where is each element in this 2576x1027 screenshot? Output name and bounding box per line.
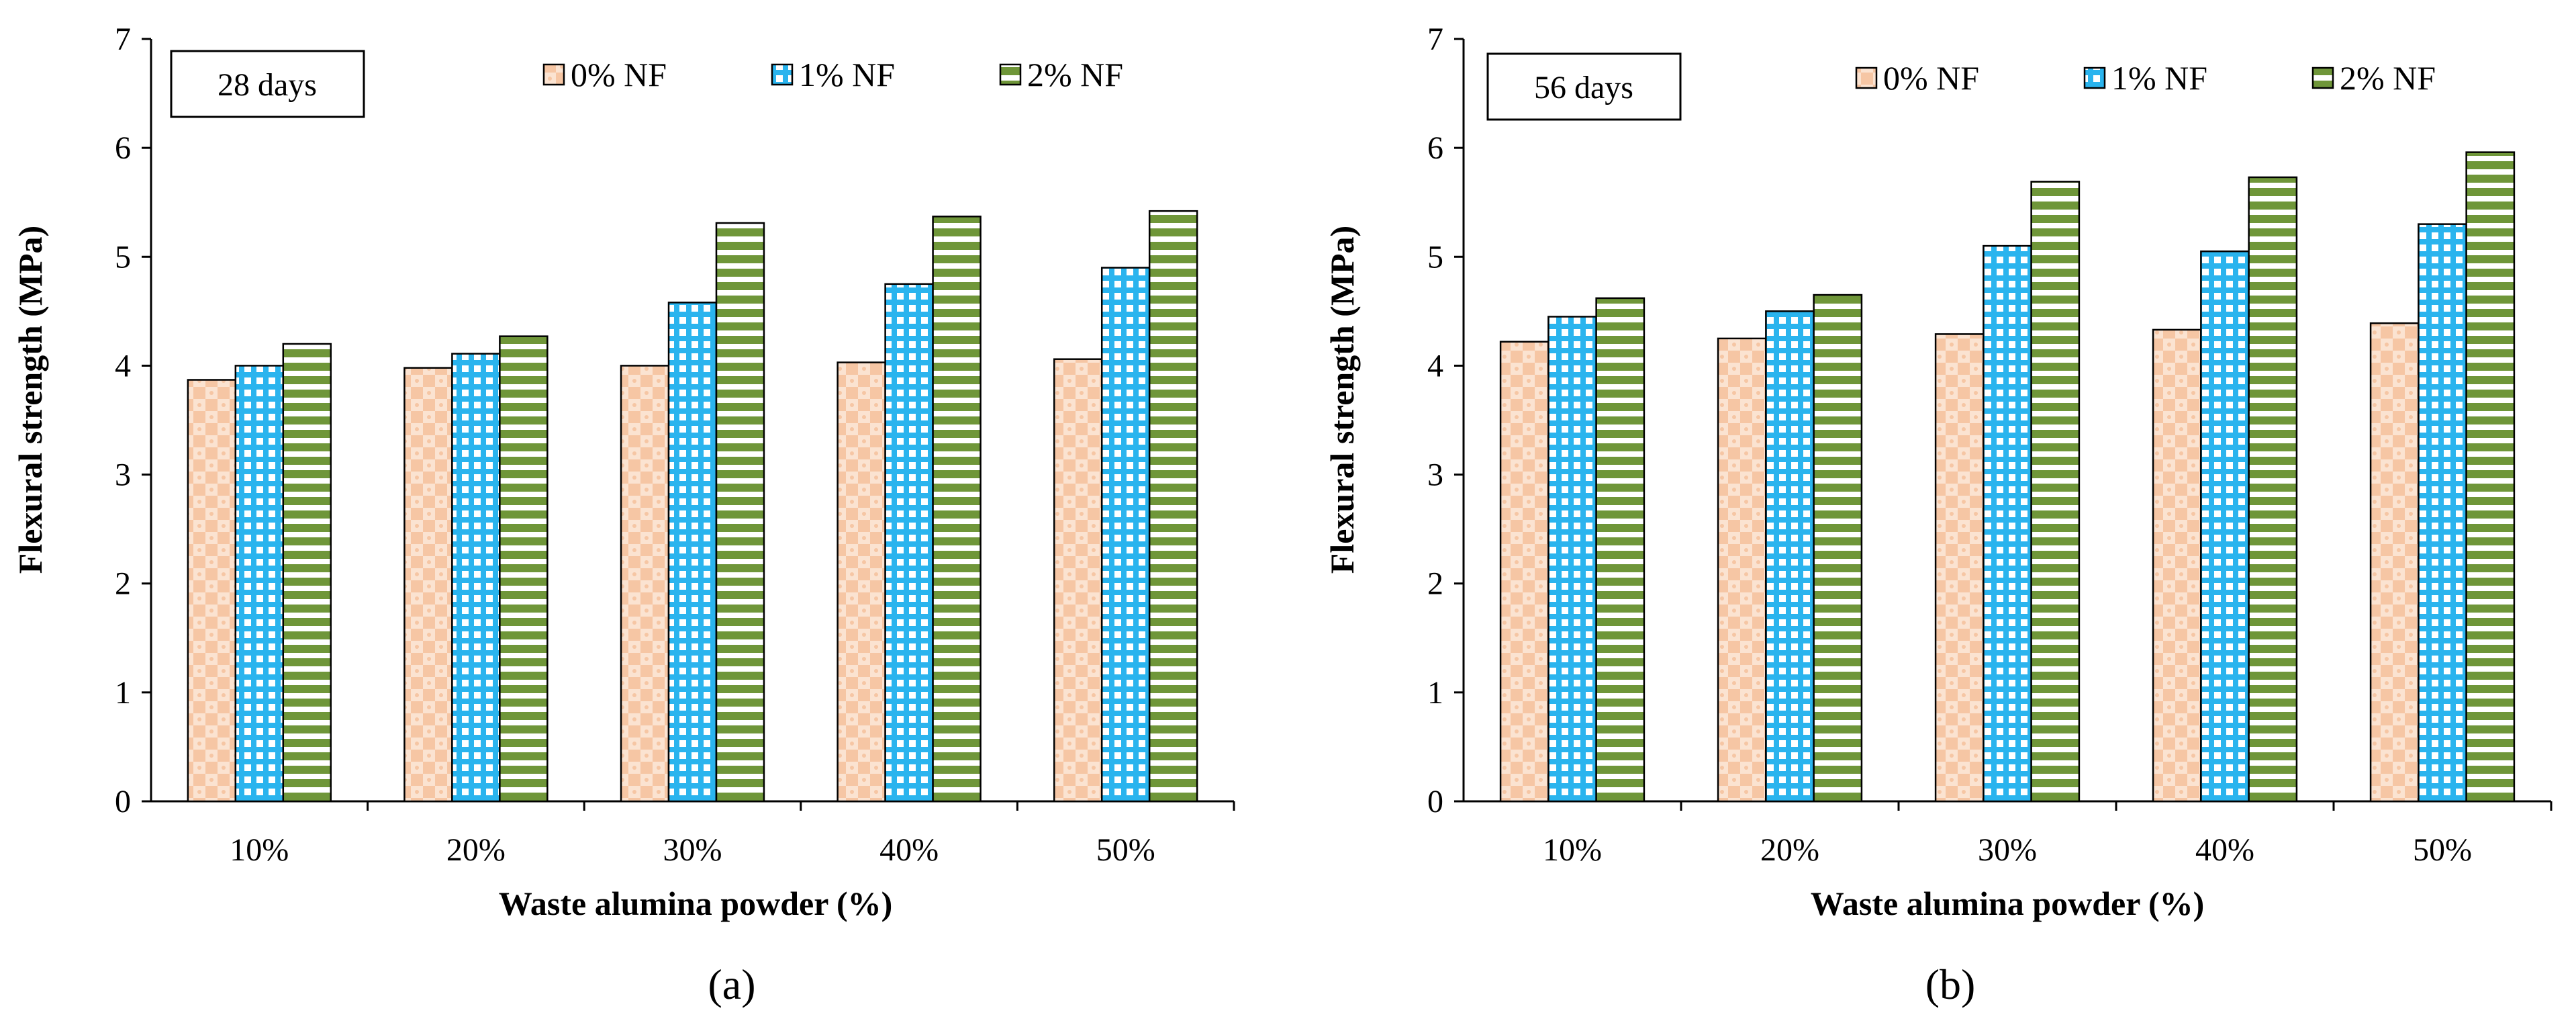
bar-0nf-10pct [187, 379, 237, 803]
bar-1nf-20pct [451, 353, 501, 803]
y-tick-label: 3 [1427, 457, 1443, 493]
bar-0nf-20pct [403, 367, 453, 803]
bar-0nf-40pct [2152, 328, 2202, 803]
bar-2nf-10pct [1595, 297, 1645, 803]
bar-2nf-20pct [499, 335, 548, 803]
x-tick-label: 20% [446, 832, 506, 868]
bar-2nf-30pct [715, 222, 765, 803]
y-axis-title: Flexural strength (MPa) [11, 226, 49, 574]
bar-2nf-40pct [2248, 176, 2298, 803]
y-tick-label: 4 [115, 348, 131, 384]
x-axis-title: Waste alumina powder (%) [499, 885, 893, 922]
x-tick-label: 10% [230, 832, 289, 868]
chart-panel-b: 0 1 2 3 4 5 6 7 10% 20% 30% 40% 50% Flexural strengt… [1323, 21, 2553, 1008]
x-tick-label: 30% [663, 832, 722, 868]
x-tick-label: 30% [1978, 832, 2037, 868]
bar-1nf-20pct [1765, 310, 1815, 803]
y-tick-label: 2 [1427, 566, 1443, 602]
legend-swatch [1855, 66, 1878, 89]
y-tick-label: 7 [1427, 21, 1443, 57]
bar-1nf-30pct [1983, 244, 2032, 803]
y-tick-label: 7 [115, 21, 131, 57]
y-axis-title: Flexural strength (MPa) [1323, 226, 1361, 574]
legend-label: 2% NF [2340, 59, 2436, 97]
panel-label: (b) [1925, 961, 1976, 1008]
bar-1nf-40pct [2200, 250, 2250, 803]
legend-swatch [2083, 66, 2106, 89]
y-tick-label: 4 [1427, 348, 1443, 384]
bar-0nf-50pct [1053, 358, 1103, 803]
y-tick-label: 0 [1427, 784, 1443, 819]
legend-label: 1% NF [799, 56, 895, 93]
legend-label: 2% NF [1027, 56, 1123, 93]
legend-swatch [771, 63, 794, 86]
days-badge-box [170, 50, 365, 118]
days-badge-box [1486, 52, 1682, 121]
y-tick-label: 1 [115, 675, 131, 711]
bar-0nf-30pct [1934, 333, 1985, 803]
y-tick-label: 2 [115, 566, 131, 602]
bar-1nf-40pct [884, 283, 934, 803]
bar-0nf-20pct [1717, 337, 1767, 803]
bar-2nf-40pct [932, 216, 982, 803]
panel-label: (a) [708, 961, 755, 1008]
y-tick-label: 6 [1427, 130, 1443, 166]
x-tick-label: 40% [879, 832, 939, 868]
days-badge: 56 days [1534, 70, 1633, 105]
x-tick-label: 50% [1096, 832, 1155, 868]
bar-0nf-30pct [620, 365, 670, 803]
bar-2nf-30pct [2030, 181, 2081, 803]
legend-label: 0% NF [571, 56, 667, 93]
y-tick-label: 5 [1427, 239, 1443, 275]
x-tick-label: 10% [1543, 832, 1602, 868]
days-badge: 28 days [218, 67, 317, 103]
x-tick-label: 50% [2413, 832, 2472, 868]
bar-2nf-20pct [1813, 294, 1863, 803]
legend-swatch [542, 63, 565, 86]
y-tick-label: 0 [115, 784, 131, 819]
legend-label: 1% NF [2111, 59, 2207, 97]
bar-1nf-50pct [2418, 223, 2467, 803]
bar-0nf-50pct [2369, 322, 2420, 803]
legend-swatch [999, 63, 1022, 86]
y-tick-label: 6 [115, 130, 131, 166]
bar-1nf-50pct [1100, 267, 1151, 803]
bar-1nf-10pct [234, 365, 285, 803]
bar-0nf-10pct [1499, 341, 1549, 803]
y-tick-label: 5 [115, 239, 131, 275]
y-tick-label: 1 [1427, 675, 1443, 711]
y-tick-label: 3 [115, 457, 131, 493]
bar-2nf-50pct [2465, 151, 2516, 803]
legend-label: 0% NF [1883, 59, 1979, 97]
x-axis-title: Waste alumina powder (%) [1811, 885, 2205, 922]
bar-1nf-10pct [1547, 316, 1597, 803]
x-tick-label: 40% [2195, 832, 2254, 868]
x-tick-label: 20% [1760, 832, 1819, 868]
bar-1nf-30pct [667, 302, 718, 803]
chart-panel-a: 0 1 2 3 4 5 6 7 10% 20% 30% 40% 50% Flexural strengt… [11, 21, 1235, 1008]
legend-swatch [2311, 66, 2334, 89]
bar-0nf-40pct [837, 361, 886, 803]
bar-2nf-10pct [282, 343, 332, 803]
bar-2nf-50pct [1148, 210, 1198, 803]
